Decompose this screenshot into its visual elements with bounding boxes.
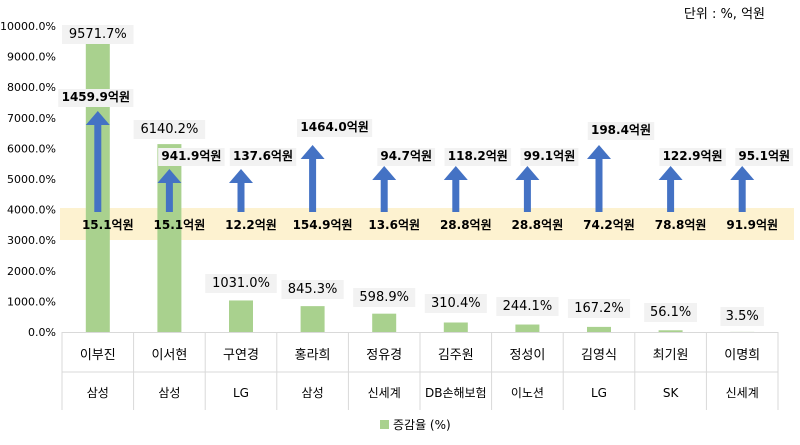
- percent-data-label: 1031.0%: [212, 276, 270, 291]
- amount-after-label: 1464.0억원: [300, 120, 368, 134]
- amount-before-label: 78.8억원: [655, 218, 707, 232]
- bar: [515, 325, 539, 332]
- increase-arrow: [730, 166, 754, 212]
- amount-after-label: 198.4억원: [591, 123, 651, 137]
- increase-arrow: [515, 166, 539, 212]
- y-tick-label: 7000.0%: [7, 112, 56, 125]
- y-tick-label: 6000.0%: [7, 142, 56, 155]
- category-name: 구연경: [223, 348, 259, 363]
- category-name: 최기원: [653, 348, 689, 363]
- bar: [444, 323, 468, 332]
- category-company: LG: [233, 386, 249, 400]
- amount-before-label: 15.1억원: [82, 218, 134, 232]
- y-tick-label: 3000.0%: [7, 234, 56, 247]
- amount-before-label: 13.6억원: [368, 218, 420, 232]
- amount-after-label: 1459.9억원: [62, 90, 130, 104]
- category-name: 이부진: [80, 348, 116, 363]
- y-tick-label: 10000.0%: [0, 20, 56, 33]
- increase-arrow: [229, 169, 253, 212]
- bar: [372, 314, 396, 332]
- legend-label: 증감율 (%): [393, 418, 451, 432]
- category-name: 김영식: [581, 348, 617, 363]
- y-tick-label: 8000.0%: [7, 81, 56, 94]
- percent-data-label: 167.2%: [574, 301, 624, 316]
- category-company: DB손해보험: [425, 386, 487, 400]
- category-company: 신세계: [726, 386, 759, 400]
- amount-before-label: 28.8억원: [440, 218, 492, 232]
- increase-arrow: [372, 166, 396, 212]
- y-tick-label: 1000.0%: [7, 295, 56, 308]
- category-company: 신세계: [368, 386, 401, 400]
- amount-after-label: 118.2억원: [448, 149, 508, 163]
- amount-after-label: 137.6억원: [233, 149, 293, 163]
- category-company: SK: [663, 386, 680, 400]
- category-company: 삼성: [87, 386, 109, 400]
- percent-data-label: 56.1%: [650, 305, 691, 320]
- category-name: 이서현: [151, 348, 187, 363]
- category-name: 정성이: [509, 348, 545, 363]
- bar: [301, 306, 325, 332]
- amount-after-label: 95.1억원: [738, 149, 790, 163]
- category-name: 홍라희: [295, 348, 331, 363]
- amount-before-label: 154.9억원: [293, 218, 353, 232]
- bar: [659, 330, 683, 332]
- bar: [229, 300, 253, 332]
- y-tick-label: 4000.0%: [7, 204, 56, 217]
- legend-swatch: [380, 420, 389, 429]
- amount-before-label: 28.8억원: [512, 218, 564, 232]
- amount-before-label: 74.2억원: [583, 218, 635, 232]
- increase-arrow: [444, 166, 468, 212]
- category-name: 이명희: [724, 348, 760, 363]
- bar: [587, 327, 611, 332]
- amount-before-label: 15.1억원: [154, 218, 206, 232]
- amount-before-label: 91.9억원: [726, 218, 778, 232]
- increase-arrow: [301, 145, 325, 212]
- amount-after-label: 122.9억원: [663, 149, 723, 163]
- category-company: LG: [591, 386, 607, 400]
- increase-arrow: [659, 166, 683, 212]
- category-company: 삼성: [158, 386, 180, 400]
- category-name: 김주원: [438, 348, 474, 363]
- category-company: 이노션: [511, 386, 544, 400]
- amount-before-label: 12.2억원: [225, 218, 277, 232]
- percent-data-label: 598.9%: [359, 290, 409, 305]
- increase-arrow: [587, 145, 611, 212]
- y-tick-label: 5000.0%: [7, 173, 56, 186]
- y-tick-label: 2000.0%: [7, 265, 56, 278]
- amount-after-label: 94.7억원: [380, 149, 432, 163]
- y-tick-label: 9000.0%: [7, 51, 56, 64]
- amount-after-label: 99.1억원: [524, 149, 576, 163]
- category-name: 정유경: [366, 348, 402, 363]
- percent-data-label: 845.3%: [288, 282, 338, 297]
- y-tick-label: 0.0%: [28, 326, 56, 339]
- category-company: 삼성: [302, 386, 324, 400]
- unit-note: 단위 : %, 억원: [684, 7, 765, 22]
- percent-data-label: 310.4%: [431, 296, 481, 311]
- percent-data-label: 3.5%: [726, 309, 759, 324]
- amount-after-label: 941.9억원: [161, 149, 221, 163]
- percent-data-label: 244.1%: [503, 299, 553, 314]
- percent-data-label: 9571.7%: [69, 27, 127, 42]
- percent-data-label: 6140.2%: [140, 122, 198, 137]
